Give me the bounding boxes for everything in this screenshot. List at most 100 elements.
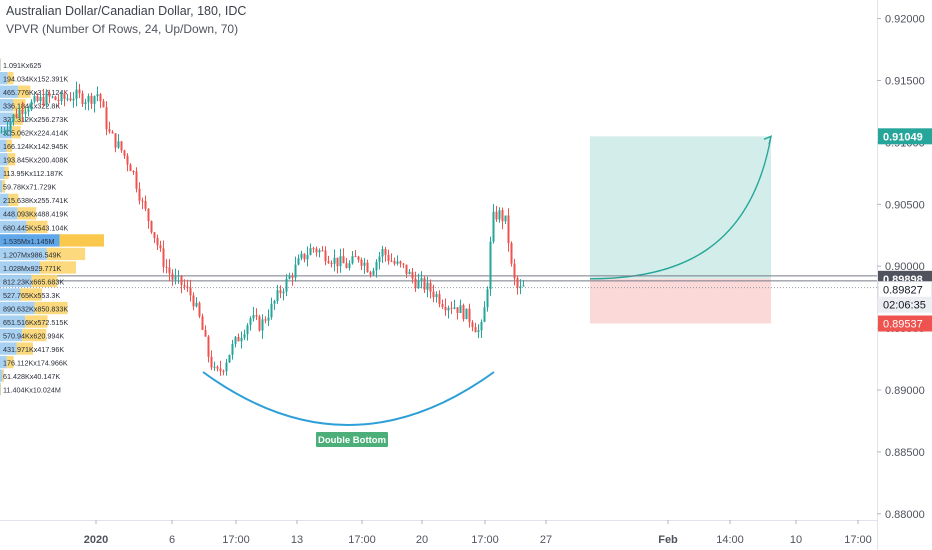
candle-down — [150, 221, 153, 233]
candle-down — [345, 263, 348, 268]
candle-up — [93, 96, 96, 104]
price-tick-label: 0.90500 — [885, 199, 925, 211]
candle-up — [282, 291, 285, 294]
projection-arrowhead — [763, 135, 773, 145]
time-tick-label: 13 — [291, 534, 303, 546]
candle-down — [444, 306, 447, 311]
candle-up — [243, 334, 246, 338]
candle-down — [204, 329, 207, 337]
candle-up — [318, 250, 321, 253]
candle-up — [96, 94, 99, 97]
vp-bar-up — [0, 288, 21, 301]
candle-up — [240, 337, 243, 342]
projection-curve — [589, 136, 772, 280]
vp-bar-up — [0, 166, 5, 179]
candle-up — [285, 278, 288, 292]
candle-up — [333, 257, 336, 264]
vp-label: 194.034Kx152.391K — [3, 75, 68, 84]
vp-bar-down — [2, 369, 4, 382]
vp-bar-down — [39, 261, 76, 274]
candle-up — [504, 215, 507, 222]
candle-up — [30, 101, 33, 110]
candle-up — [234, 336, 237, 344]
time-tick-label: 6 — [169, 534, 175, 546]
candle-up — [270, 303, 273, 318]
candle-up — [306, 254, 309, 260]
vp-label: 327.312Kx256.273K — [3, 115, 68, 124]
candle-down — [369, 272, 372, 275]
vp-bar-down — [16, 342, 33, 355]
candle-down — [36, 96, 39, 102]
vp-bar-down — [12, 112, 23, 125]
time-tick-label: 27 — [540, 534, 552, 546]
candle-down — [183, 284, 186, 287]
vp-label: 1.091Kx625 — [3, 61, 41, 70]
candle-down — [48, 93, 51, 97]
volume-profile: 1.091Kx625 194.034Kx152.391K 465.776Kx316.… — [0, 58, 104, 396]
price-tick-label: 0.88000 — [885, 509, 925, 521]
price-tick-label: 0.90000 — [885, 261, 925, 273]
candle-down — [216, 366, 219, 369]
candle-down — [42, 96, 45, 106]
price-label-stop — [878, 315, 932, 332]
vp-bar-down — [26, 220, 48, 234]
vp-bar-down — [8, 193, 19, 207]
vp-label: 812.23Kx665.683K — [3, 277, 64, 286]
candle-down — [153, 232, 156, 238]
candle-down — [357, 256, 360, 260]
candle-up — [33, 96, 36, 102]
time-tick-label: 17:00 — [348, 534, 376, 546]
vp-bar-down — [17, 207, 37, 220]
candle-up — [435, 294, 438, 298]
candle-down — [432, 291, 435, 298]
candle-up — [6, 129, 9, 132]
candle-down — [237, 336, 240, 342]
candles — [0, 81, 525, 376]
candle-down — [402, 263, 405, 265]
vp-label: 680.445Kx543.104K — [3, 223, 68, 232]
candle-down — [411, 271, 414, 279]
vp-label: 61.428Kx40.147K — [3, 372, 60, 381]
price-label-target — [878, 128, 932, 145]
candle-up — [483, 307, 486, 322]
candle-down — [429, 282, 432, 292]
candle-up — [60, 93, 63, 102]
candle-down — [54, 96, 57, 100]
candle-down — [264, 319, 267, 321]
candle-down — [342, 256, 345, 264]
candle-down — [360, 259, 363, 266]
candle-up — [117, 141, 120, 148]
candle-up — [72, 98, 75, 101]
vp-bar-up — [0, 153, 8, 166]
candle-up — [231, 343, 234, 355]
candle-down — [501, 210, 504, 222]
vp-bar-up — [0, 193, 9, 207]
vp-bar-up — [0, 274, 32, 288]
candle-up — [0, 131, 3, 133]
candle-up — [522, 285, 525, 287]
vp-label: 431.971Kx417.96K — [3, 345, 64, 354]
candle-down — [219, 368, 222, 371]
vp-bar-up — [0, 261, 40, 274]
candle-up — [300, 253, 303, 259]
candle-down — [405, 264, 408, 275]
candle-down — [303, 253, 306, 260]
candle-up — [489, 241, 492, 290]
candle-up — [498, 210, 501, 220]
candle-up — [288, 276, 291, 279]
candle-up — [480, 321, 483, 331]
candle-down — [495, 211, 498, 220]
vp-bar-up — [0, 207, 18, 220]
vp-label: 193.845Kx200.408K — [3, 156, 68, 165]
vp-label: 1.207Mx986.549K — [3, 250, 62, 259]
vp-bar-down — [31, 274, 58, 288]
candle-up — [249, 318, 252, 326]
candle-down — [471, 322, 474, 328]
annotation-box — [316, 432, 388, 447]
candle-down — [165, 267, 168, 269]
candle-down — [120, 141, 123, 151]
target-zone — [590, 136, 771, 279]
price-label-text-stop: 0.89537 — [883, 319, 923, 331]
